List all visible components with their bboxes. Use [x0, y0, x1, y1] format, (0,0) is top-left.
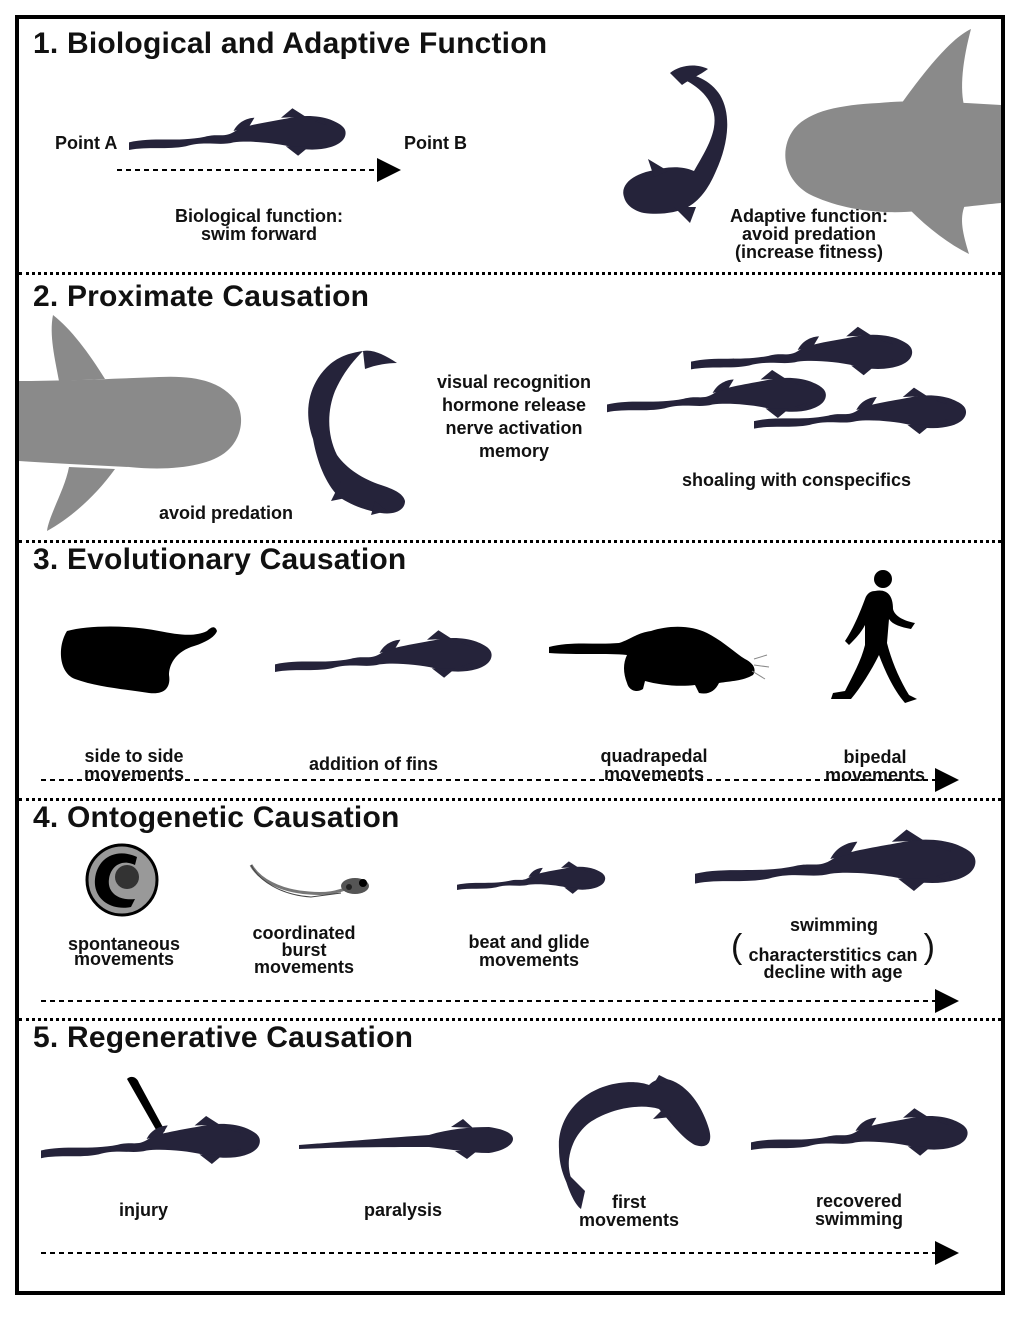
fish-icon	[41, 1115, 260, 1164]
figure-frame: 1. Biological and Adaptive Function Poin…	[15, 15, 1005, 1295]
decline-line-2: decline with age	[763, 962, 903, 982]
fish-icon	[751, 1108, 968, 1156]
biological-function-label: Biological function: swim forward	[159, 207, 359, 243]
side-to-side-label: side to side movements	[69, 747, 199, 783]
coord-line-3: movements	[253, 957, 355, 977]
first-line-2: movements	[578, 1210, 680, 1230]
eel-icon	[60, 626, 217, 694]
fish-icon	[695, 829, 976, 891]
section-title: 4. Ontogenetic Causation	[33, 801, 400, 834]
divider	[19, 540, 1001, 543]
swimming-label: swimming	[789, 915, 878, 935]
biped-line-1: bipedal	[843, 747, 907, 767]
curled-fish-icon	[623, 65, 728, 223]
close-paren: )	[923, 928, 935, 966]
first-movements-label: first movements	[564, 1193, 694, 1229]
fins-label: addition of fins	[309, 754, 438, 774]
paralysis-label: paralysis	[364, 1200, 443, 1220]
decline-line-1: characterstitics can	[748, 945, 918, 965]
divider	[19, 1018, 1001, 1021]
artwork-layer	[19, 29, 1001, 1265]
quadrapedal-label: quadrapedal movements	[589, 747, 719, 783]
section-title: 3. Evolutionary Causation	[33, 543, 407, 576]
spont-line-1: spontaneous	[67, 934, 180, 954]
quad-line-1: quadrapedal	[600, 746, 708, 766]
adaptive-function-label: Adaptive function: avoid predation (incr…	[709, 207, 909, 261]
recovered-swimming-label: recovered swimming	[799, 1192, 919, 1228]
divider	[19, 272, 1001, 275]
fish-icon	[691, 326, 913, 376]
section-regenerative: 5. Regenerative Causation injury paralys…	[19, 1021, 1001, 1291]
coord-line-2: burst	[281, 940, 327, 960]
section-title: 5. Regenerative Causation	[33, 1021, 414, 1054]
walking-human-icon	[831, 570, 917, 703]
fish-icon	[275, 630, 492, 678]
side-line-1: side to side	[84, 746, 184, 766]
beat-line-2: movements	[478, 950, 580, 970]
shark-icon	[19, 315, 242, 531]
curled-fish-icon	[308, 350, 405, 515]
adapt-line-2: avoid predation	[741, 224, 876, 244]
bio-line-2: swim forward	[200, 224, 318, 244]
open-paren: (	[731, 928, 743, 966]
rec-line-1: recovered	[815, 1191, 903, 1211]
embryo-icon	[85, 843, 159, 917]
rat-icon	[549, 626, 770, 694]
section-proximate: 2. Proximate Causation avoid predation v…	[19, 276, 1001, 538]
decline-note: ( characterstitics can decline with age …	[731, 930, 935, 982]
section-evolutionary: 3. Evolutionary Causation side to side m…	[19, 543, 1001, 799]
curled-fish-icon	[558, 1075, 711, 1209]
mech-visual-recognition: visual recognition	[436, 372, 592, 392]
side-line-2: movements	[83, 764, 185, 784]
section-title: 2. Proximate Causation	[33, 280, 370, 313]
mech-nerve-activation: nerve activation	[445, 418, 583, 438]
beat-glide-label: beat and glide movements	[449, 933, 609, 969]
larva-icon	[249, 864, 369, 898]
section-title: 1. Biological and Adaptive Function	[33, 27, 548, 60]
bio-line-1: Biological function:	[175, 206, 343, 226]
spont-line-2: movements	[73, 949, 175, 969]
rec-line-2: swimming	[814, 1209, 903, 1229]
point-b-label: Point B	[404, 133, 467, 153]
section-ontogenetic: 4. Ontogenetic Causation spontaneous mov…	[19, 801, 1001, 1019]
avoid-predation-label: avoid predation	[159, 503, 294, 523]
section-biological-adaptive: 1. Biological and Adaptive Function Poin…	[19, 19, 1001, 274]
quad-line-2: movements	[603, 764, 705, 784]
adapt-line-3: (increase fitness)	[734, 242, 884, 262]
mech-memory: memory	[478, 441, 550, 461]
injury-label: injury	[119, 1200, 169, 1220]
shoaling-label: shoaling with conspecifics	[682, 470, 912, 490]
adapt-line-1: Adaptive function:	[730, 206, 888, 226]
mechanism-list: visual recognition hormone release nerve…	[419, 371, 609, 463]
beat-line-1: beat and glide	[468, 932, 590, 952]
paralyzed-fish-icon	[299, 1119, 513, 1159]
coord-line-1: coordinated	[252, 923, 356, 943]
divider	[19, 798, 1001, 801]
shark-icon	[785, 29, 1001, 254]
fish-icon	[607, 369, 826, 418]
point-a-label: Point A	[55, 133, 118, 153]
spontaneous-label: spontaneous movements	[49, 934, 199, 969]
mech-hormone-release: hormone release	[441, 395, 587, 415]
first-line-1: first	[611, 1192, 646, 1212]
coordinated-burst-label: coordinated burst movements	[229, 923, 379, 977]
fish-icon	[129, 108, 346, 156]
fish-icon	[457, 861, 606, 894]
